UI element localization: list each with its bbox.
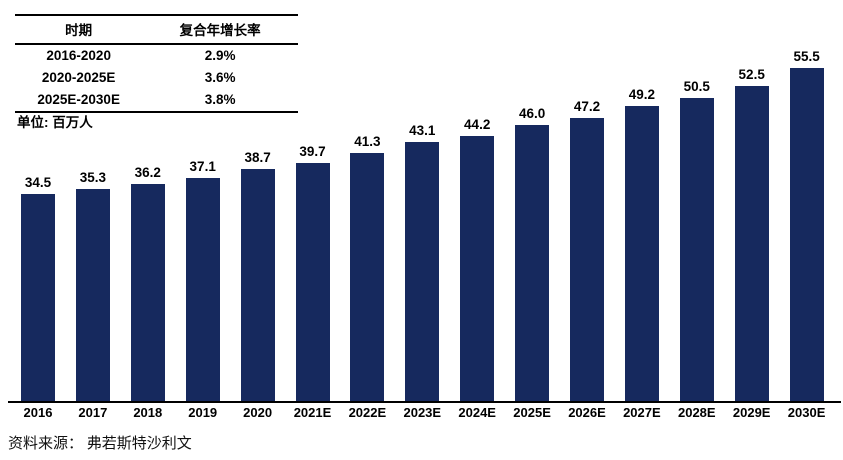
bar xyxy=(789,68,824,401)
bar xyxy=(240,169,275,401)
x-axis-tick-label: 2028E xyxy=(677,405,716,420)
bar-group: 55.5 xyxy=(789,49,824,401)
bar xyxy=(21,194,55,401)
bar-group: 39.7 xyxy=(295,144,330,401)
bar xyxy=(405,142,440,401)
x-axis-tick-label: 2016 xyxy=(23,405,53,420)
bar xyxy=(75,189,110,401)
bar xyxy=(295,163,330,401)
table-row: 2016-2020 2.9% xyxy=(15,45,298,67)
x-axis-tick-label: 2021E xyxy=(293,405,332,420)
bar-group: 34.5 xyxy=(21,175,55,401)
bar xyxy=(734,86,769,401)
bar-value-label: 49.2 xyxy=(628,87,656,102)
bar-value-label: 36.2 xyxy=(134,165,161,180)
x-axis-tick-label: 2030E xyxy=(787,405,826,420)
x-axis-tick-label: 2029E xyxy=(732,405,771,420)
bar-value-label: 46.0 xyxy=(518,106,546,121)
source-note: 资料来源： 弗若斯特沙利文 xyxy=(8,436,192,452)
cagr-value: 3.8% xyxy=(204,92,236,107)
bar-group: 46.0 xyxy=(515,106,550,401)
x-axis-tick-label: 2023E xyxy=(403,405,442,420)
cagr-header-period: 时期 xyxy=(65,23,93,38)
bar-group: 36.2 xyxy=(130,165,165,401)
bar xyxy=(515,125,550,401)
bar xyxy=(460,136,495,401)
bar-value-label: 39.7 xyxy=(299,144,326,159)
unit-label: 单位: 百万人 xyxy=(17,115,93,130)
bar-value-label: 43.1 xyxy=(409,123,436,138)
bar xyxy=(570,118,604,401)
bar-value-label: 35.3 xyxy=(79,170,107,185)
x-axis-tick-label: 2024E xyxy=(458,405,496,420)
x-axis-tick-label: 2017 xyxy=(78,405,108,420)
cagr-table-header-row: 时期 复合年增长率 xyxy=(15,16,298,45)
x-axis-tick-label: 2020 xyxy=(243,405,273,420)
bar xyxy=(350,153,385,401)
bar-value-label: 44.2 xyxy=(464,117,491,132)
x-axis-tick-label: 2026E xyxy=(568,405,606,420)
bar xyxy=(185,178,220,401)
bar-value-label: 37.1 xyxy=(189,159,216,174)
bar-group: 50.5 xyxy=(679,79,714,401)
bar-group: 52.5 xyxy=(734,67,769,401)
cagr-value: 3.6% xyxy=(204,70,236,85)
bar-value-label: 52.5 xyxy=(738,67,765,82)
x-axis-tick-label: 2018 xyxy=(133,405,163,420)
bar-group: 35.3 xyxy=(75,170,110,401)
cagr-table: 时期 复合年增长率 2016-2020 2.9% 2020-2025E 3.6%… xyxy=(15,14,298,113)
bar-group: 44.2 xyxy=(460,117,495,401)
bar-value-label: 38.7 xyxy=(244,150,271,165)
bar-value-label: 47.2 xyxy=(573,99,601,114)
bar-group: 43.1 xyxy=(405,123,440,401)
bar-value-label: 41.3 xyxy=(354,134,381,149)
bar-group: 37.1 xyxy=(185,159,220,401)
cagr-period: 2020-2025E xyxy=(41,70,116,85)
x-axis-tick-label: 2025E xyxy=(513,405,551,420)
cagr-period: 2025E-2030E xyxy=(37,92,120,107)
bar xyxy=(624,106,659,401)
cagr-value: 2.9% xyxy=(204,48,236,63)
table-row: 2025E-2030E 3.8% xyxy=(15,89,298,111)
bar-value-label: 50.5 xyxy=(683,79,710,94)
x-axis-tick-label: 2022E xyxy=(348,405,387,420)
bar-group: 38.7 xyxy=(240,150,275,401)
x-axis-tick-label: 2027E xyxy=(623,405,661,420)
cagr-header-rate: 复合年增长率 xyxy=(179,23,261,38)
bar xyxy=(679,98,714,401)
x-axis-labels: 2016 2017 2018 2019 2020 2021E 2022E 2023E 2024E… xyxy=(0,405,843,425)
bar-group: 49.2 xyxy=(624,87,659,401)
bar-group: 41.3 xyxy=(350,134,385,401)
x-axis-line xyxy=(8,401,841,403)
x-axis-tick-label: 2019 xyxy=(188,405,218,420)
bar-value-label: 34.5 xyxy=(24,175,52,190)
bar-value-label: 55.5 xyxy=(793,49,820,64)
bar xyxy=(130,184,165,401)
table-row: 2020-2025E 3.6% xyxy=(15,67,298,89)
cagr-period: 2016-2020 xyxy=(46,48,111,63)
bar-group: 47.2 xyxy=(570,99,604,401)
